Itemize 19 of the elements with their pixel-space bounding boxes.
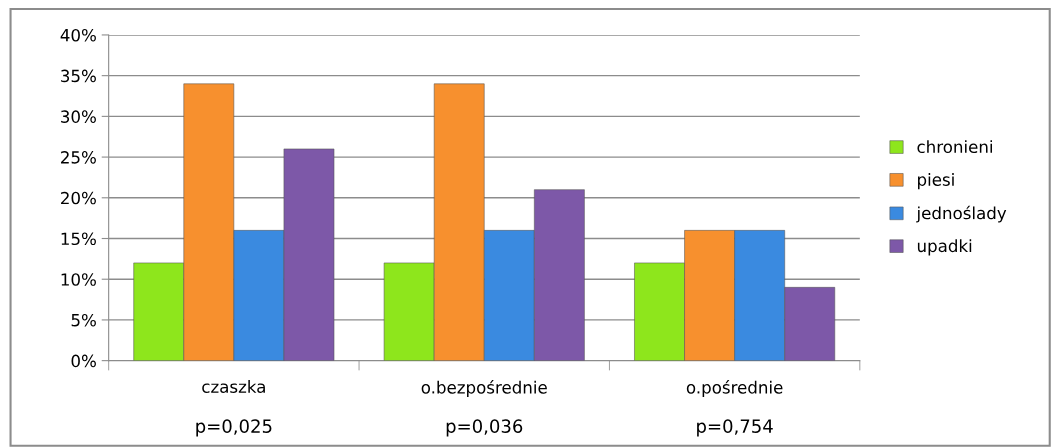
legend-label: piesi: [918, 173, 954, 190]
y-tick-label: 20%: [61, 191, 96, 205]
x-tick-label: o.bezpośrednie: [421, 380, 547, 397]
y-tick-label: 5%: [71, 313, 96, 327]
y-tick-label: 15%: [61, 232, 96, 246]
legend-label: jednoślady: [916, 205, 1007, 223]
legend-label: upadki: [917, 239, 972, 256]
y-tick-label: 35%: [61, 69, 96, 83]
text: p=0,036: [446, 419, 523, 437]
y-tick-label: 25%: [61, 151, 96, 164]
y-tick-label: 40%: [60, 28, 96, 42]
y-tick-label: 30%: [61, 110, 96, 123]
y-tick-label: 10%: [61, 273, 96, 286]
x-tick-label: czaszka: [202, 380, 265, 393]
legend-label: chronieni: [917, 140, 992, 154]
text: p=0,025: [196, 419, 272, 437]
text: p=0,754: [697, 419, 773, 437]
y-tick-label: 0%: [71, 354, 96, 368]
x-tick-label: o.pośrednie: [686, 380, 783, 397]
